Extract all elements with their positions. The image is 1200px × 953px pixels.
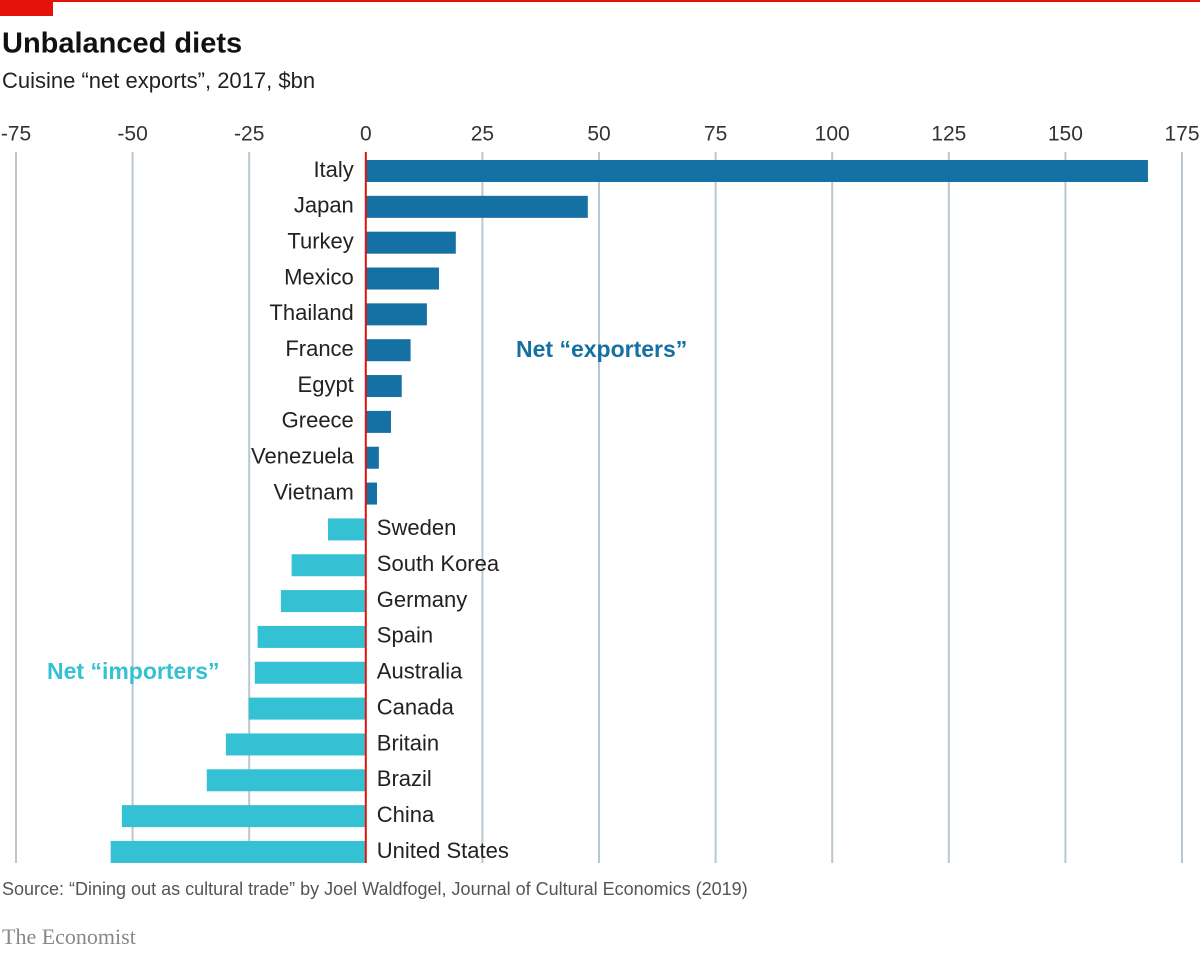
x-tick-label: 25 [471, 123, 494, 146]
bar [121, 805, 366, 828]
category-label: Spain [377, 623, 433, 648]
category-label: Canada [377, 694, 455, 719]
bar [328, 518, 366, 541]
category-label: Vietnam [273, 479, 353, 504]
x-tick-label: 100 [815, 123, 850, 146]
chart-title: Unbalanced diets [2, 28, 242, 60]
bar [248, 697, 366, 720]
x-tick-label: 75 [704, 123, 727, 146]
category-label: Egypt [298, 372, 354, 397]
bar [110, 840, 366, 863]
x-tick-label: 50 [587, 123, 610, 146]
category-label: Australia [377, 659, 463, 684]
bar [365, 195, 588, 218]
bar [365, 339, 411, 362]
bar [365, 482, 377, 505]
x-tick-label: -75 [1, 123, 31, 146]
bar [365, 446, 379, 469]
bar [365, 375, 402, 398]
x-tick-label: 125 [931, 123, 966, 146]
bar [365, 231, 456, 254]
bar [365, 303, 427, 326]
category-label: Germany [377, 587, 467, 612]
x-tick-label: 150 [1048, 123, 1083, 146]
category-label: France [285, 336, 353, 361]
category-label: Brazil [377, 766, 432, 791]
bar [280, 590, 366, 613]
category-label: Venezuela [251, 444, 355, 469]
category-label: China [377, 802, 435, 827]
bar [254, 661, 366, 684]
x-tick-label: -25 [234, 123, 264, 146]
plot: -75 -50 -25 0 25 50 75 100 125 150 175 Italy Japan Tu… [1, 123, 1200, 863]
category-label: South Korea [377, 551, 500, 576]
chart-subtitle: Cuisine “net exports”, 2017, $bn [2, 68, 315, 93]
bar [291, 554, 366, 577]
source: Source: “Dining out as cultural trade” b… [2, 879, 748, 899]
category-label: Sweden [377, 515, 457, 540]
category-label: Britain [377, 730, 439, 755]
category-label: Italy [313, 157, 353, 182]
category-label: United States [377, 838, 509, 863]
x-tick-label: 0 [360, 123, 372, 146]
series-label: Net “exporters” [516, 336, 687, 362]
series-label: Net “importers” [47, 658, 220, 684]
x-tick-label: -50 [117, 123, 147, 146]
category-label: Thailand [269, 300, 353, 325]
category-label: Greece [282, 408, 354, 433]
brand-tab [0, 0, 53, 16]
bar [206, 769, 366, 792]
bar [365, 160, 1148, 182]
brand: The Economist [2, 924, 136, 949]
category-label: Mexico [284, 264, 354, 289]
bar [365, 267, 440, 290]
bar [225, 733, 366, 756]
bar [365, 410, 391, 433]
bar [257, 625, 366, 648]
top-rule [0, 0, 1200, 2]
category-label: Japan [294, 193, 354, 218]
x-tick-label: 175 [1164, 123, 1199, 146]
category-label: Turkey [287, 228, 353, 253]
